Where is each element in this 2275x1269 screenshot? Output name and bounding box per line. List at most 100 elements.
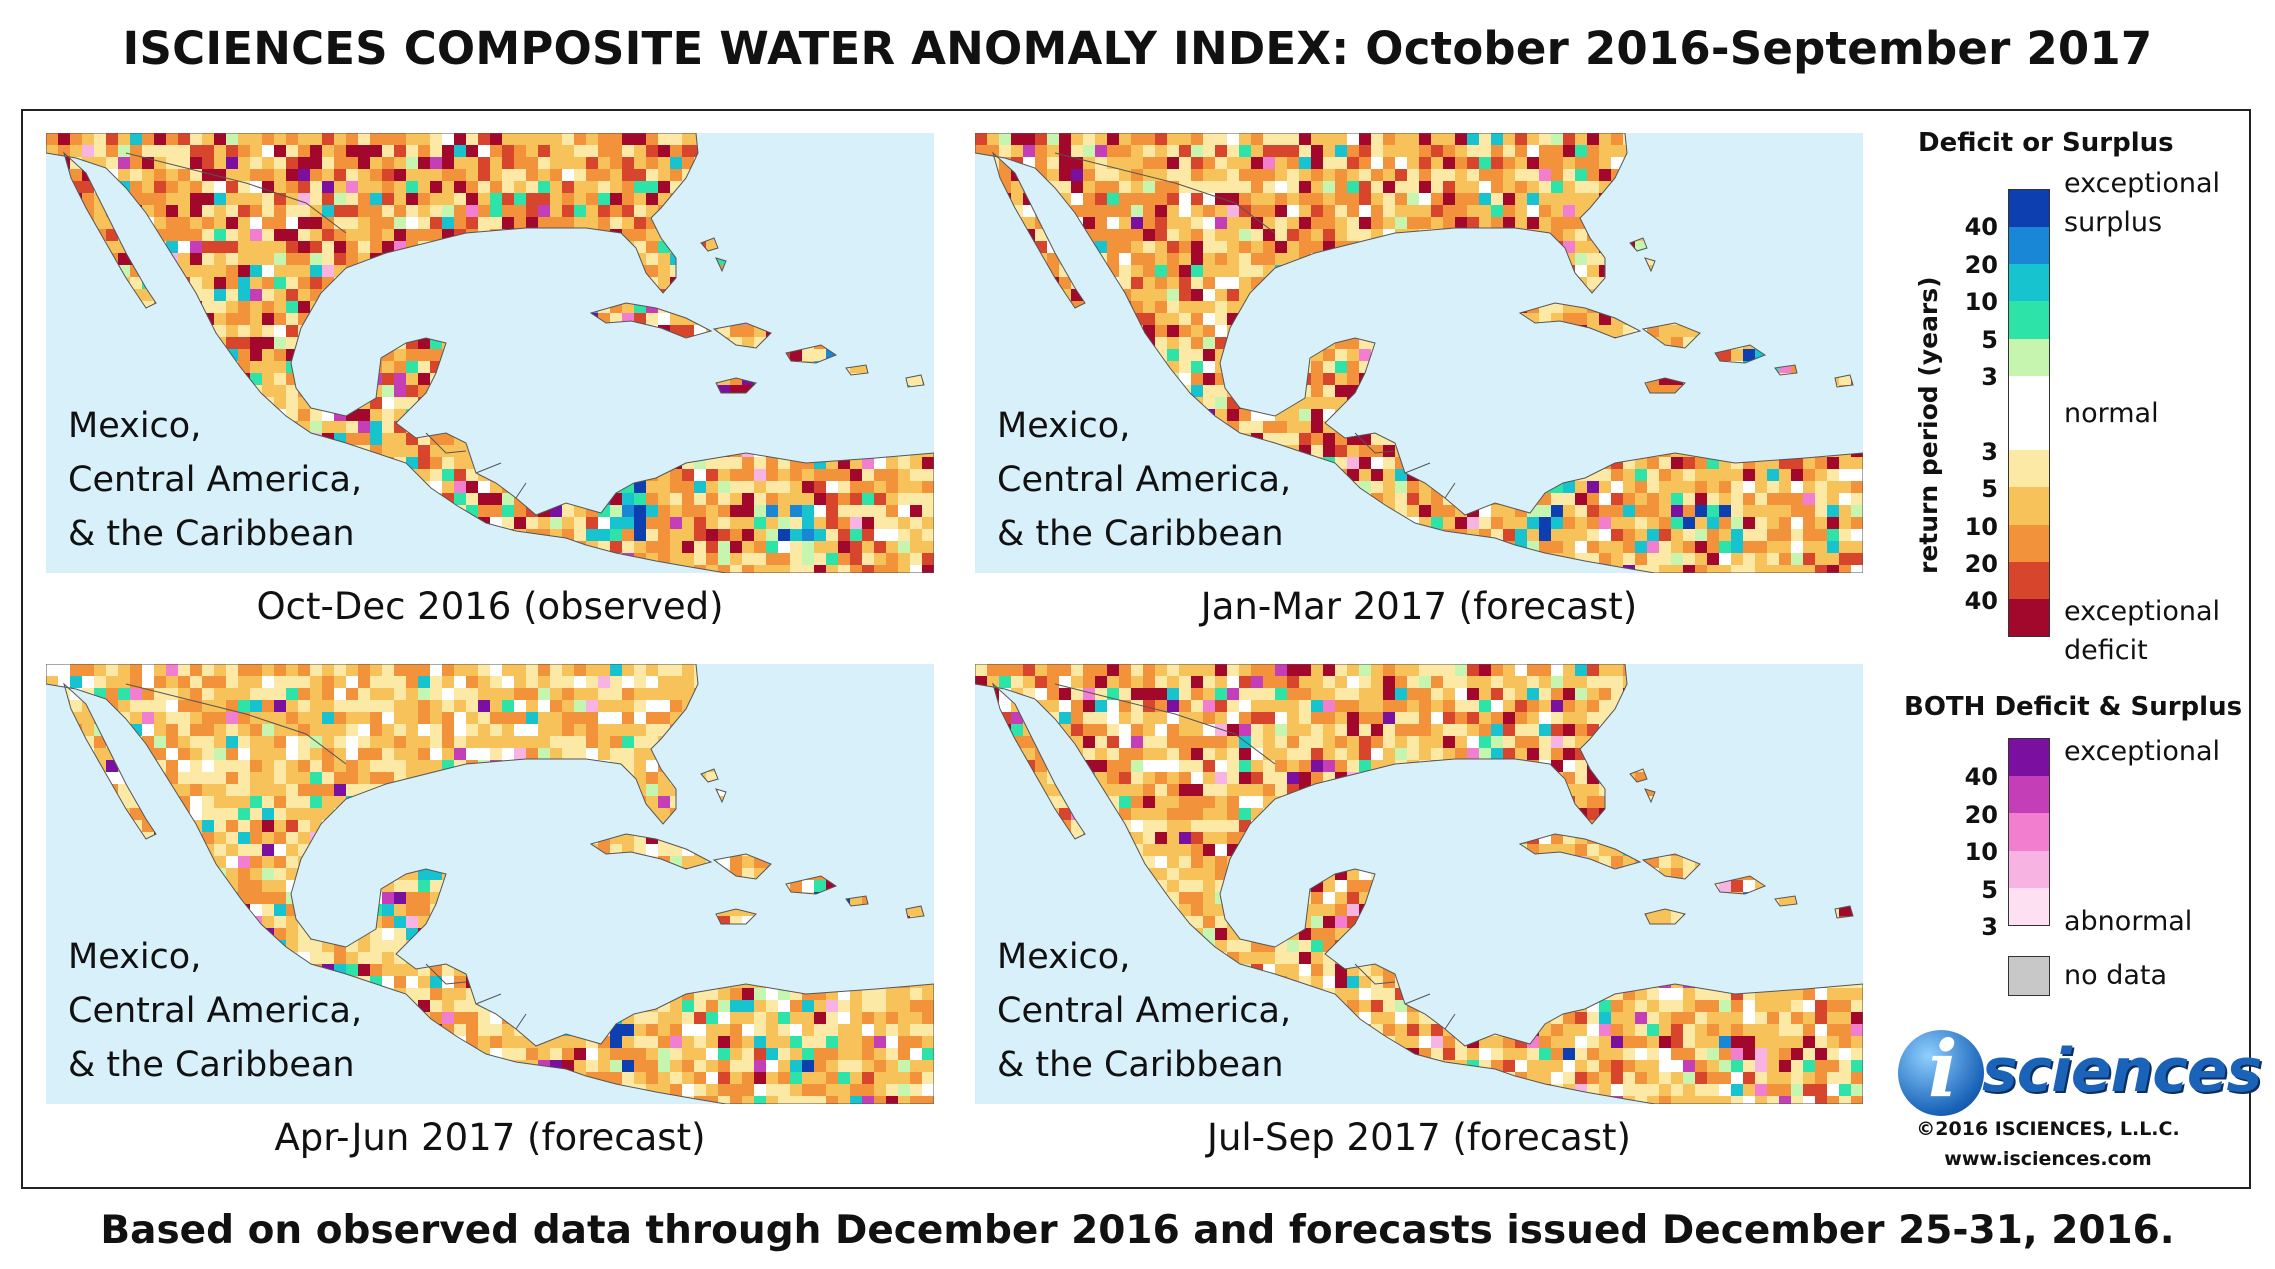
coastline (785, 875, 838, 895)
legend: Deficit or Surplus return period (years)… (1858, 118, 2262, 1188)
legend-swatch-both-5 (2008, 851, 2050, 888)
region-label-line: Central America, (68, 991, 363, 1031)
coastline (712, 853, 772, 880)
coastline (1629, 768, 1648, 783)
coastline (905, 905, 925, 919)
coastline (1641, 853, 1701, 880)
legend-number: 5 (1981, 876, 1998, 904)
coastline (992, 151, 1086, 309)
coastline (1644, 788, 1656, 804)
map-canvas (975, 664, 1863, 1104)
legend-swatch-no-data (2008, 956, 2050, 996)
legend-swatch-normal (2008, 376, 2050, 450)
country-border (1054, 152, 1276, 234)
coastline (785, 344, 838, 364)
legend-number: 20 (1964, 251, 1998, 279)
coastline (1714, 344, 1767, 364)
copyright: ©2016 ISCIENCES, L.L.C. (1916, 1118, 2180, 1140)
legend-label-deficit: deficit (2064, 635, 2148, 666)
panel-caption: Oct-Dec 2016 (observed) (256, 585, 724, 628)
country-border (125, 152, 347, 234)
logo-wordmark: sciences (1982, 1036, 2262, 1106)
legend-heading-deficit-surplus: Deficit or Surplus (1918, 128, 2174, 158)
legend-number: 40 (1964, 213, 1998, 241)
anomaly-map (46, 133, 934, 573)
coastline (1518, 833, 1642, 870)
coastline (1834, 905, 1854, 919)
page-title: ISCIENCES COMPOSITE WATER ANOMALY INDEX:… (122, 22, 2153, 75)
panel-caption: Jul-Sep 2017 (forecast) (1207, 1116, 1631, 1159)
country-border (515, 482, 527, 499)
panel-caption: Apr-Jun 2017 (forecast) (274, 1116, 706, 1159)
coastline (1644, 908, 1686, 925)
legend-label-exceptional: exceptional (2064, 168, 2221, 199)
coastline (1641, 322, 1701, 349)
legend-label-exceptional: exceptional (2064, 736, 2221, 767)
map-canvas (46, 133, 934, 573)
legend-label-exceptional: exceptional (2064, 596, 2221, 627)
legend-label-normal: normal (2064, 398, 2159, 429)
coastline (1774, 895, 1798, 907)
country-border (1444, 1013, 1456, 1030)
coastline (715, 788, 727, 804)
region-label-line: & the Caribbean (68, 1045, 355, 1085)
legend-swatch-surplus-3 (2008, 339, 2050, 376)
country-border (1054, 683, 1276, 765)
legend-number: 10 (1964, 288, 1998, 316)
legend-label-no-data: no data (2064, 960, 2168, 991)
footer-note: Based on observed data through December … (100, 1208, 2175, 1253)
legend-swatch-deficit-5 (2008, 487, 2050, 525)
legend-swatch-deficit-3 (2008, 450, 2050, 487)
legend-number: 3 (1981, 913, 1998, 941)
coastline (905, 374, 925, 388)
legend-number: 20 (1964, 801, 1998, 829)
region-label-line: Central America, (997, 991, 1292, 1031)
legend-heading-both: BOTH Deficit & Surplus (1904, 692, 2243, 722)
region-label-line: Central America, (997, 460, 1292, 500)
legend-number: 20 (1964, 550, 1998, 578)
country-border (425, 432, 467, 454)
country-border (1404, 993, 1431, 1005)
coastline (715, 257, 727, 273)
country-border (425, 963, 467, 985)
coastline (712, 322, 772, 349)
legend-number: 10 (1964, 513, 1998, 541)
coastline (1774, 364, 1798, 376)
country-border (515, 1013, 527, 1030)
legend-label-surplus: surplus (2064, 207, 2163, 238)
coastline (992, 682, 1086, 840)
anomaly-map (975, 133, 1863, 573)
anomaly-map (975, 664, 1863, 1104)
coastline (589, 833, 713, 870)
legend-number: 5 (1981, 475, 1998, 503)
logo-mark: i (1928, 1024, 1958, 1115)
legend-swatch-surplus-20 (2008, 227, 2050, 264)
country-border (475, 993, 502, 1005)
coastline (715, 908, 757, 925)
legend-number: 5 (1981, 326, 1998, 354)
region-label: Mexico, Central America, & the Caribbean (997, 930, 1291, 1092)
legend-swatch-both-3 (2008, 888, 2050, 926)
legend-number: 40 (1964, 763, 1998, 791)
legend-number: 3 (1981, 438, 1998, 466)
country-border (1444, 482, 1456, 499)
map-canvas (975, 133, 1863, 573)
panel-caption: Jan-Mar 2017 (forecast) (1200, 585, 1638, 628)
website: www.isciences.com (1944, 1148, 2152, 1170)
map-canvas (46, 664, 934, 1104)
coastline (63, 151, 157, 309)
coastline (1714, 875, 1767, 895)
region-label-line: Mexico, (997, 406, 1131, 446)
coastline (700, 237, 719, 252)
region-label: Mexico, Central America, & the Caribbean (68, 930, 362, 1092)
legend-swatch-surplus-5 (2008, 301, 2050, 339)
country-border (1354, 432, 1396, 454)
country-border (475, 462, 502, 474)
coastline (700, 768, 719, 783)
coastline (63, 682, 157, 840)
country-border (1404, 462, 1431, 474)
legend-swatch-surplus-40 (2008, 189, 2050, 227)
coastline (845, 364, 869, 376)
legend-number: 40 (1964, 587, 1998, 615)
legend-label-abnormal: abnormal (2064, 906, 2193, 937)
